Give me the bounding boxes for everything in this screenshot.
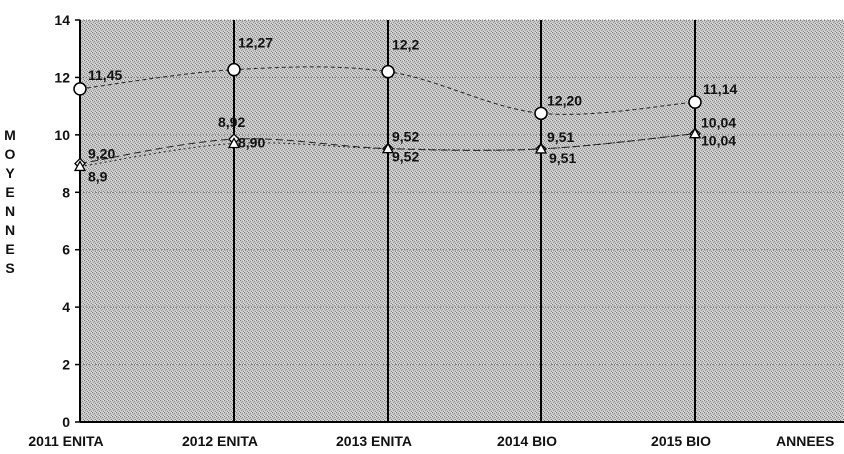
y-title-letter: N (5, 203, 15, 219)
y-tick-label-2: 2 (62, 357, 70, 373)
y-tick-label-14: 14 (54, 12, 70, 28)
series-1-label-1: 11,45 (88, 67, 122, 83)
series-3-label-5: 10,04 (701, 133, 736, 149)
series-3-label-1: 8,9 (88, 168, 108, 184)
series-1-label-2: 12,27 (238, 35, 273, 51)
series (73, 62, 702, 172)
x-tick-label-5: 2015 BIO (651, 433, 711, 449)
y-tick-label-8: 8 (62, 184, 70, 200)
y-title-letter: E (5, 184, 14, 200)
y-title-letter: O (5, 146, 16, 162)
series-3-label-3: 9,52 (392, 149, 419, 165)
series-1-point-4 (534, 106, 548, 121)
y-tick-label-4: 4 (62, 299, 70, 315)
data-labels: 11,45 12,27 12,2 12,20 11,14 9,20 8,92 9,52 9,51… (88, 35, 737, 185)
series-3-point-5 (688, 127, 702, 139)
series-1-point-1 (73, 82, 87, 96)
y-title-letter: Y (5, 165, 15, 181)
y-title-letter: E (5, 241, 14, 257)
y-title-letter: S (5, 260, 14, 276)
series-2-label-1: 9,20 (88, 146, 115, 162)
series-1-point-5 (688, 95, 702, 109)
series-2-label-4: 9,51 (547, 129, 574, 145)
x-axis-title: ANNEES (776, 433, 834, 449)
series-3-point-1 (73, 160, 87, 172)
y-tick-label-10: 10 (54, 127, 70, 143)
series-line-3 (79, 133, 696, 167)
series-3-point-2 (227, 137, 241, 149)
x-tick-label-2: 2012 ENITA (182, 433, 258, 449)
y-tick-label-12: 12 (54, 69, 70, 85)
series-1-point-2 (227, 62, 241, 77)
y-tick-label-0: 0 (62, 414, 70, 430)
y-tick-label-6: 6 (62, 242, 70, 258)
series-1-label-5: 11,14 (703, 81, 737, 97)
series-3-point-3 (381, 142, 395, 154)
series-2-label-5: 10,04 (701, 115, 736, 131)
series-1-label-4: 12,20 (547, 92, 582, 108)
series-1-point-3 (381, 64, 395, 79)
x-tick-label-3: 2013 ENITA (336, 433, 412, 449)
x-tick-label-4: 2014 BIO (497, 433, 557, 449)
series-3-label-2: 8,90 (238, 134, 265, 150)
series-2-label-3: 9,52 (392, 129, 419, 145)
axes (79, 20, 844, 423)
series-3-point-4 (534, 142, 548, 154)
y-title-letter: M (4, 127, 16, 143)
series-1-label-3: 12,2 (392, 37, 419, 53)
y-axis-ticks: 0 2 4 6 8 10 12 14 (54, 12, 80, 430)
grid (80, 19, 844, 366)
y-title-letter: N (5, 222, 15, 238)
x-tick-label-1: 2011 ENITA (28, 433, 103, 449)
series-2-label-2: 8,92 (218, 114, 245, 130)
x-axis-ticks: 2011 ENITA 2012 ENITA 2013 ENITA 2014 BIO 20… (28, 433, 711, 449)
series-3-label-4: 9,51 (549, 150, 576, 166)
plot-area (80, 20, 844, 422)
